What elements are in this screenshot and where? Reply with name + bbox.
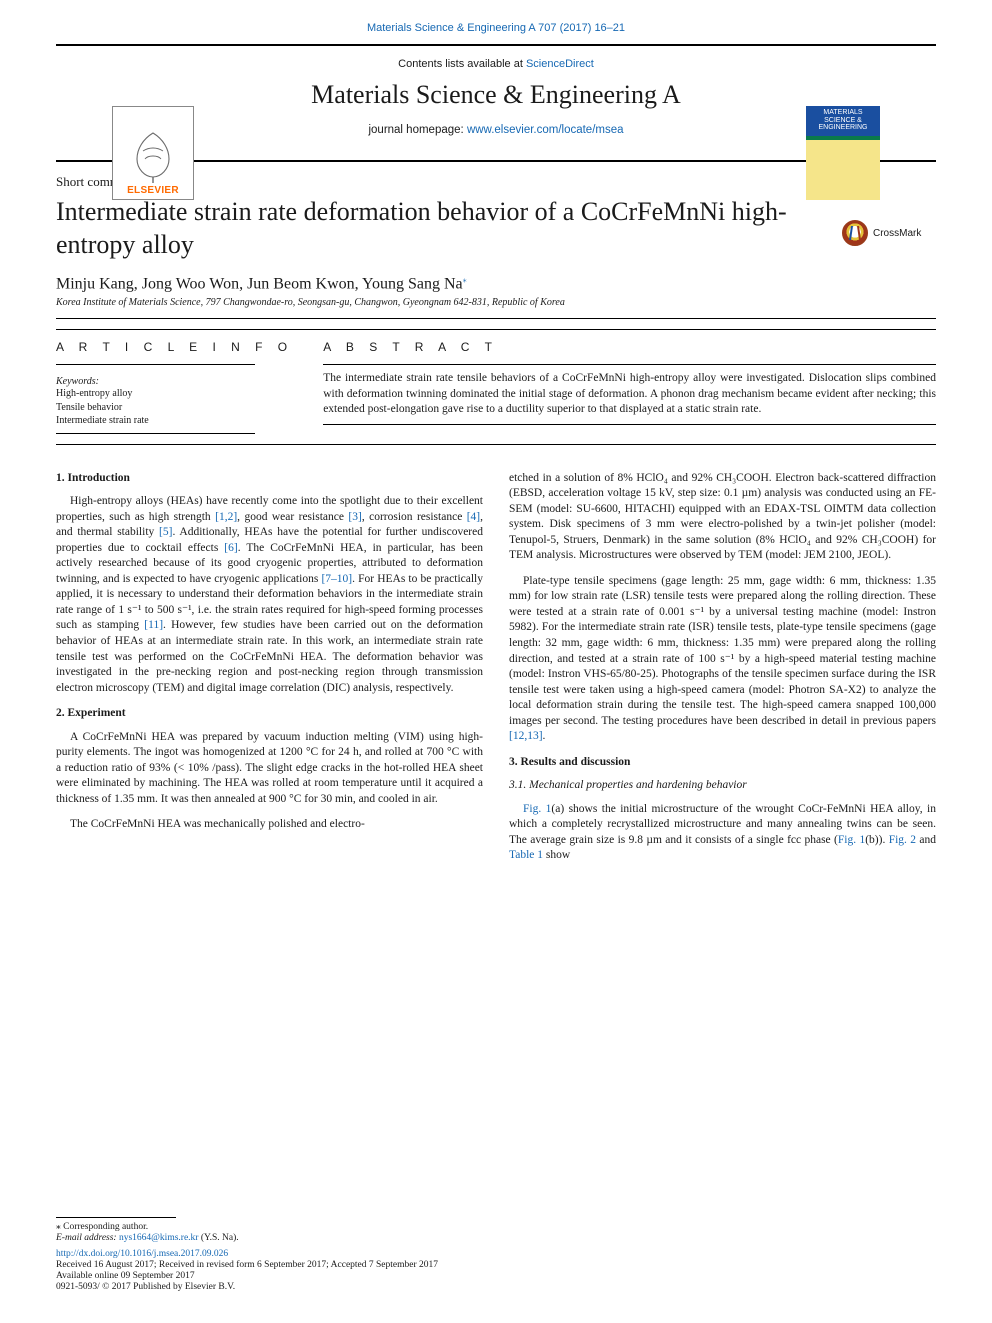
authors-line: Minju Kang, Jong Woo Won, Jun Beom Kwon,… [56,275,936,293]
txt: (b)). [865,834,888,846]
section-1-heading: 1. Introduction [56,471,483,487]
journal-cover-thumb: MATERIALSSCIENCE &ENGINEERING [806,106,880,200]
section-2-heading: 2. Experiment [56,706,483,722]
fig-2-link[interactable]: Fig. 2 [889,834,916,846]
abstract-col: A B S T R A C T The intermediate strain … [311,330,936,444]
txt: show [543,849,570,861]
article-info-heading: A R T I C L E I N F O [56,340,299,354]
paper-title: Intermediate strain rate deformation beh… [56,196,936,261]
crossmark-icon [842,220,868,246]
crossmark-label: CrossMark [873,228,921,239]
cover-line-2: SCIENCE & [824,117,862,124]
info-abstract-row: A R T I C L E I N F O Keywords: High-ent… [56,329,936,445]
ref-11[interactable]: [11] [144,619,163,631]
available-line: Available online 09 September 2017 [56,1271,936,1281]
section-1-para-1: High-entropy alloys (HEAs) have recently… [56,494,483,696]
contents-prefix: Contents lists available at [398,58,526,70]
section-3-heading: 3. Results and discussion [509,755,936,771]
ref-1-2[interactable]: [1,2] [215,511,237,523]
ref-5[interactable]: [5] [159,526,172,538]
copyright-line: 0921-5093/ © 2017 Published by Elsevier … [56,1282,936,1292]
section-2-para-2-start: The CoCrFeMnNi HEA was mechanically poli… [56,817,483,833]
email-paren: (Y.S. Na). [198,1233,238,1243]
body-columns: 1. Introduction High-entropy alloys (HEA… [56,471,936,874]
affiliation: Korea Institute of Materials Science, 79… [56,297,936,308]
table-1-link[interactable]: Table 1 [509,849,543,861]
keyword-2: Tensile behavior [56,401,255,415]
txt: . [543,730,546,742]
section-3-1-para-1: Fig. 1(a) shows the initial microstructu… [509,802,936,864]
abstract-text: The intermediate strain rate tensile beh… [323,364,936,425]
left-column: 1. Introduction High-entropy alloys (HEA… [56,471,483,874]
section-3-1-heading: 3.1. Mechanical properties and hardening… [509,778,936,794]
sciencedirect-link[interactable]: ScienceDirect [526,58,594,70]
page-footer: ⁎ Corresponding author. E-mail address: … [56,1217,936,1293]
txt: Plate-type tensile specimens (gage lengt… [509,575,936,727]
section-2-para-3: Plate-type tensile specimens (gage lengt… [509,574,936,745]
txt: and [916,834,936,846]
ref-12-13[interactable]: [12,13] [509,730,543,742]
ref-3[interactable]: [3] [348,511,361,523]
running-head-link[interactable]: Materials Science & Engineering A 707 (2… [367,22,625,34]
abstract-heading: A B S T R A C T [323,340,936,354]
article-info-col: A R T I C L E I N F O Keywords: High-ent… [56,330,311,444]
homepage-prefix: journal homepage: [368,124,466,136]
footnote-rule [56,1217,176,1218]
section-2-para-2-cont: etched in a solution of 8% HClO₄ and 92%… [509,471,936,564]
cover-line-3: ENGINEERING [818,124,867,131]
crossmark-badge[interactable]: CrossMark [842,218,936,248]
contents-lists-line: Contents lists available at ScienceDirec… [56,58,936,70]
ref-4[interactable]: [4] [467,511,480,523]
ref-7-10[interactable]: [7–10] [321,573,352,585]
authors-text: Minju Kang, Jong Woo Won, Jun Beom Kwon,… [56,275,463,292]
fig-1-link-a[interactable]: Fig. 1 [523,803,551,815]
cover-line-1: MATERIALS [823,109,862,116]
corresponding-mark[interactable]: ⁎ [463,275,467,284]
right-column: etched in a solution of 8% HClO₄ and 92%… [509,471,936,874]
corresponding-author-note: ⁎ Corresponding author. [56,1221,936,1232]
email-line: E-mail address: nys1664@kims.re.kr (Y.S.… [56,1233,936,1243]
doi-link[interactable]: http://dx.doi.org/10.1016/j.msea.2017.09… [56,1249,936,1259]
fig-1-link-b[interactable]: Fig. 1 [838,834,865,846]
received-line: Received 16 August 2017; Received in rev… [56,1260,936,1270]
journal-homepage-link[interactable]: www.elsevier.com/locate/msea [467,124,624,136]
journal-header: ELSEVIER MATERIALSSCIENCE &ENGINEERING C… [56,44,936,162]
ref-6[interactable]: [6] [224,542,237,554]
corresponding-email-link[interactable]: nys1664@kims.re.kr [119,1233,198,1243]
divider [56,318,936,319]
elsevier-wordmark: ELSEVIER [127,185,179,199]
keywords-label: Keywords: [56,376,255,387]
txt: , good wear resistance [237,511,348,523]
keyword-1: High-entropy alloy [56,387,255,401]
email-label: E-mail address: [56,1233,119,1243]
section-2-para-1: A CoCrFeMnNi HEA was prepared by vacuum … [56,730,483,808]
elsevier-logo: ELSEVIER [112,106,194,200]
txt: , corrosion resistance [362,511,467,523]
keyword-3: Intermediate strain rate [56,414,255,428]
elsevier-tree-icon [123,129,183,185]
